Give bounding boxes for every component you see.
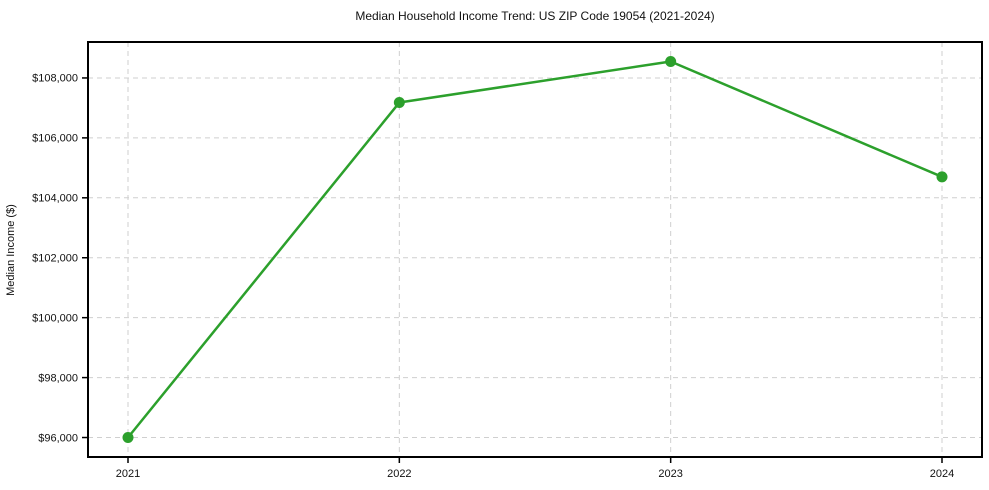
data-point	[936, 171, 948, 183]
y-tick-label: $108,000	[32, 73, 78, 85]
plot-border	[87, 41, 983, 458]
x-tick-label: 2024	[930, 468, 954, 480]
y-tick-label: $104,000	[32, 193, 78, 205]
data-line	[126, 60, 944, 439]
data-point	[665, 55, 677, 67]
y-tick-label: $100,000	[32, 312, 78, 324]
data-point	[122, 432, 134, 444]
chart-title: Median Household Income Trend: US ZIP Co…	[355, 9, 715, 23]
data-point	[393, 97, 405, 109]
y-tick-label: $106,000	[32, 133, 78, 145]
y-tick-label: $102,000	[32, 252, 78, 264]
x-tick-label: 2023	[658, 468, 682, 480]
x-tick-label: 2022	[387, 468, 411, 480]
y-tick-label: $98,000	[38, 372, 78, 384]
y-tick-label: $96,000	[38, 432, 78, 444]
x-tick-label: 2021	[116, 468, 140, 480]
y-axis-title: Median Income ($)	[5, 204, 17, 296]
